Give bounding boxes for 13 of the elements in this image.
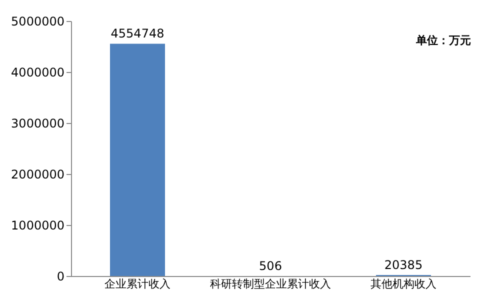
annotation: 单位：万元 [415, 34, 471, 47]
y-tick-label: 0 [56, 270, 64, 284]
y-tick-label: 5000000 [11, 14, 64, 28]
x-tick-label: 科研转制型企业累计收入 [210, 278, 331, 290]
data-label: 4554748 [110, 26, 164, 41]
x-tick-label: 企业累计收入 [104, 278, 170, 290]
y-tick-label: 1000000 [11, 218, 64, 232]
x-tick-label: 其他机构收入 [370, 278, 436, 290]
data-label: 20385 [384, 258, 423, 272]
data-label: 506 [259, 258, 282, 273]
y-tick-label: 4000000 [11, 66, 64, 80]
y-tick-label: 3000000 [11, 116, 64, 130]
y-tick-label: 2000000 [11, 168, 64, 182]
